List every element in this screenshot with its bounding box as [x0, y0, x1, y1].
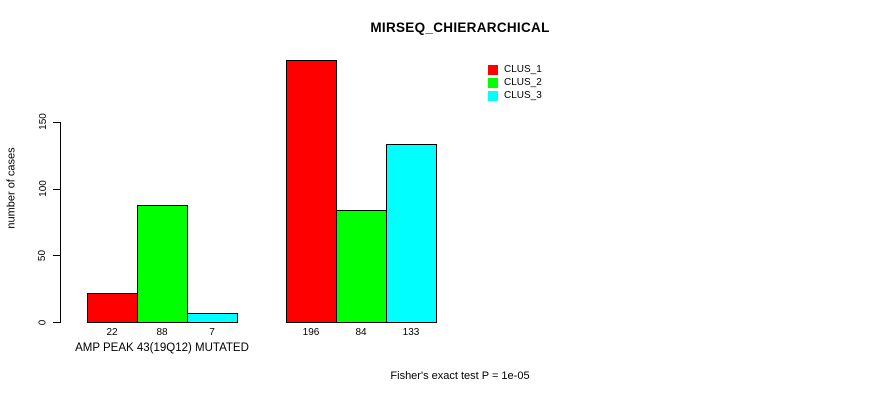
y-tick-label-text: 0	[37, 319, 49, 325]
y-axis-line	[60, 121, 61, 323]
chart-legend: CLUS_1 CLUS_2 CLUS_3	[488, 63, 542, 102]
bar-clus_1-group1	[87, 292, 138, 323]
bar-value-label: 133	[402, 327, 420, 338]
legend-item-clus_2: CLUS_2	[488, 76, 542, 89]
y-tick-label-text: 50	[37, 249, 49, 261]
legend-item-clus_1: CLUS_1	[488, 63, 542, 76]
bar-clus_3-group2	[386, 144, 437, 323]
y-tick-label-text: 100	[37, 180, 49, 197]
chart-title: MIRSEQ_CHIERARCHICAL	[370, 20, 550, 35]
bar-value-label: 22	[106, 327, 118, 338]
legend-label: CLUS_1	[504, 64, 542, 75]
bar-clus_1-group2	[286, 60, 337, 323]
legend-swatch-icon	[488, 64, 498, 75]
bar-value-label: 196	[302, 327, 320, 338]
y-axis-title-text: number of cases	[6, 147, 19, 229]
bar-value-label: 88	[156, 327, 168, 338]
bar-value-label: 84	[355, 327, 367, 338]
legend-swatch-icon	[488, 77, 498, 88]
annotation-text: Fisher's exact test P = 1e-05	[390, 370, 530, 382]
bar-clus_2-group1	[137, 204, 188, 323]
x-axis-group-label: AMP PEAK 43(19Q12) MUTATED	[75, 342, 249, 354]
bar-clus_2-group2	[336, 209, 387, 323]
legend-label: CLUS_3	[504, 90, 542, 101]
y-tick-mark	[53, 322, 60, 323]
legend-swatch-icon	[488, 90, 498, 101]
y-tick-mark	[53, 121, 60, 123]
bar-clus_3-group1	[187, 312, 238, 323]
y-tick-mark	[53, 188, 60, 190]
y-tick-mark	[53, 255, 60, 257]
y-tick-label-text: 150	[37, 113, 49, 131]
legend-label: CLUS_2	[504, 77, 542, 88]
legend-item-clus_3: CLUS_3	[488, 89, 542, 102]
bar-value-label: 7	[209, 327, 215, 338]
